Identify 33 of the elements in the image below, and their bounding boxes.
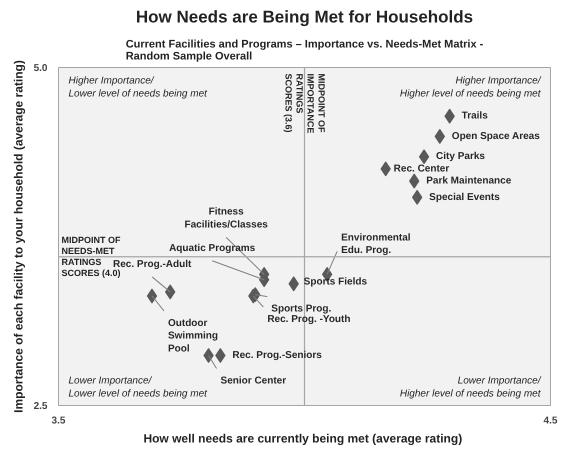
annotation: Sports Fields — [304, 276, 368, 288]
x-tick-label: 3.5 — [52, 416, 66, 426]
y-tick-label: 5.0 — [34, 63, 48, 74]
annotation: Higher Importance/ Higher level of needs being met — [400, 76, 542, 100]
annotation: Lower Importance/ Higher level of needs being met — [400, 375, 542, 400]
annotation: Outdoor Swimming Pool — [168, 318, 218, 354]
annotation: Higher Importance/ Lower level of needs being met — [68, 76, 208, 100]
annotation: Environmental Edu. Prog. — [341, 232, 411, 256]
annotation: City Parks — [436, 151, 486, 162]
chart-subtitle: Current Facilities and Programs – Importance vs. Needs-Met Matrix - Random Sample Overall — [126, 38, 484, 62]
annotation: Sports Prog. — [271, 304, 332, 315]
annotation: Lower Importance/ Lower level of needs being met — [68, 375, 208, 400]
annotation: Rec. Prog. -Youth — [267, 314, 350, 325]
annotation: Rec. Prog.-Adult — [113, 258, 192, 270]
annotation: Rec. Prog.-Seniors — [232, 350, 322, 361]
annotation: Open Space Areas — [452, 130, 540, 142]
point — [444, 108, 455, 124]
point — [215, 348, 226, 363]
annotation: Trails — [462, 110, 488, 122]
x-axis-title: How well needs are currently being met (average rating) — [143, 432, 462, 446]
annotation: Senior Center — [220, 375, 286, 386]
y-axis-title: Importance of each facility to your household (average rating) — [12, 60, 26, 413]
point — [146, 288, 158, 304]
point — [203, 348, 214, 363]
point — [418, 149, 430, 164]
annotation: Rec. Center — [394, 163, 450, 174]
x-tick-label: 4.5 — [544, 416, 558, 426]
annotation: Special Events — [429, 192, 500, 203]
annotation: Fitness Facilities/Classes — [184, 206, 268, 230]
chart-title: How Needs are Being Met for Households — [136, 8, 474, 26]
annotation: Park Maintenance — [426, 176, 512, 187]
ref-line-label: MIDPOINT OF IMPORTANCE RATINGS SCORES (3.6) — [284, 74, 326, 134]
y-tick-label: 2.5 — [34, 401, 48, 412]
